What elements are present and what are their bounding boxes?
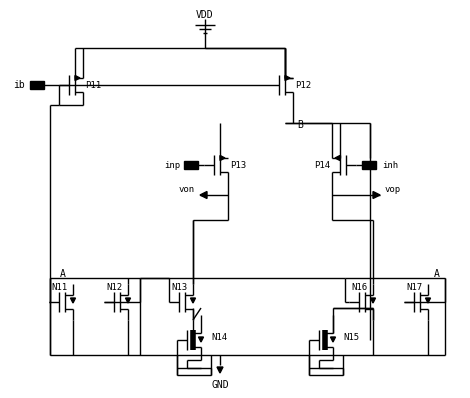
Polygon shape (220, 156, 225, 160)
Polygon shape (370, 298, 376, 303)
Text: B: B (297, 120, 303, 130)
Polygon shape (330, 337, 336, 342)
Polygon shape (190, 298, 196, 303)
Text: A: A (434, 269, 440, 279)
Text: vop: vop (385, 185, 401, 193)
Polygon shape (373, 191, 380, 199)
Polygon shape (125, 298, 131, 303)
Text: N14: N14 (211, 334, 227, 343)
Text: inh: inh (382, 160, 398, 170)
Text: von: von (179, 185, 195, 193)
Text: N12: N12 (106, 283, 122, 293)
Text: P13: P13 (230, 160, 246, 170)
Text: N17: N17 (406, 283, 422, 293)
Text: N15: N15 (343, 334, 359, 343)
Polygon shape (335, 156, 340, 160)
Text: inp: inp (164, 160, 180, 170)
Bar (30, 81, 44, 89)
Text: N13: N13 (171, 283, 187, 293)
Polygon shape (217, 367, 223, 373)
Text: N16: N16 (351, 283, 367, 293)
Text: VDD: VDD (196, 10, 214, 20)
Bar (184, 161, 198, 169)
Polygon shape (425, 298, 431, 303)
Text: N11: N11 (51, 283, 67, 293)
Polygon shape (285, 76, 290, 80)
Text: P11: P11 (85, 80, 101, 90)
Text: P12: P12 (295, 80, 311, 90)
Text: GND: GND (211, 380, 229, 390)
Text: A: A (60, 269, 66, 279)
Text: ib: ib (13, 80, 25, 90)
Polygon shape (70, 298, 76, 303)
Polygon shape (75, 76, 80, 80)
Text: P14: P14 (314, 160, 330, 170)
Polygon shape (200, 191, 207, 199)
Bar (362, 161, 376, 169)
Polygon shape (198, 337, 204, 342)
